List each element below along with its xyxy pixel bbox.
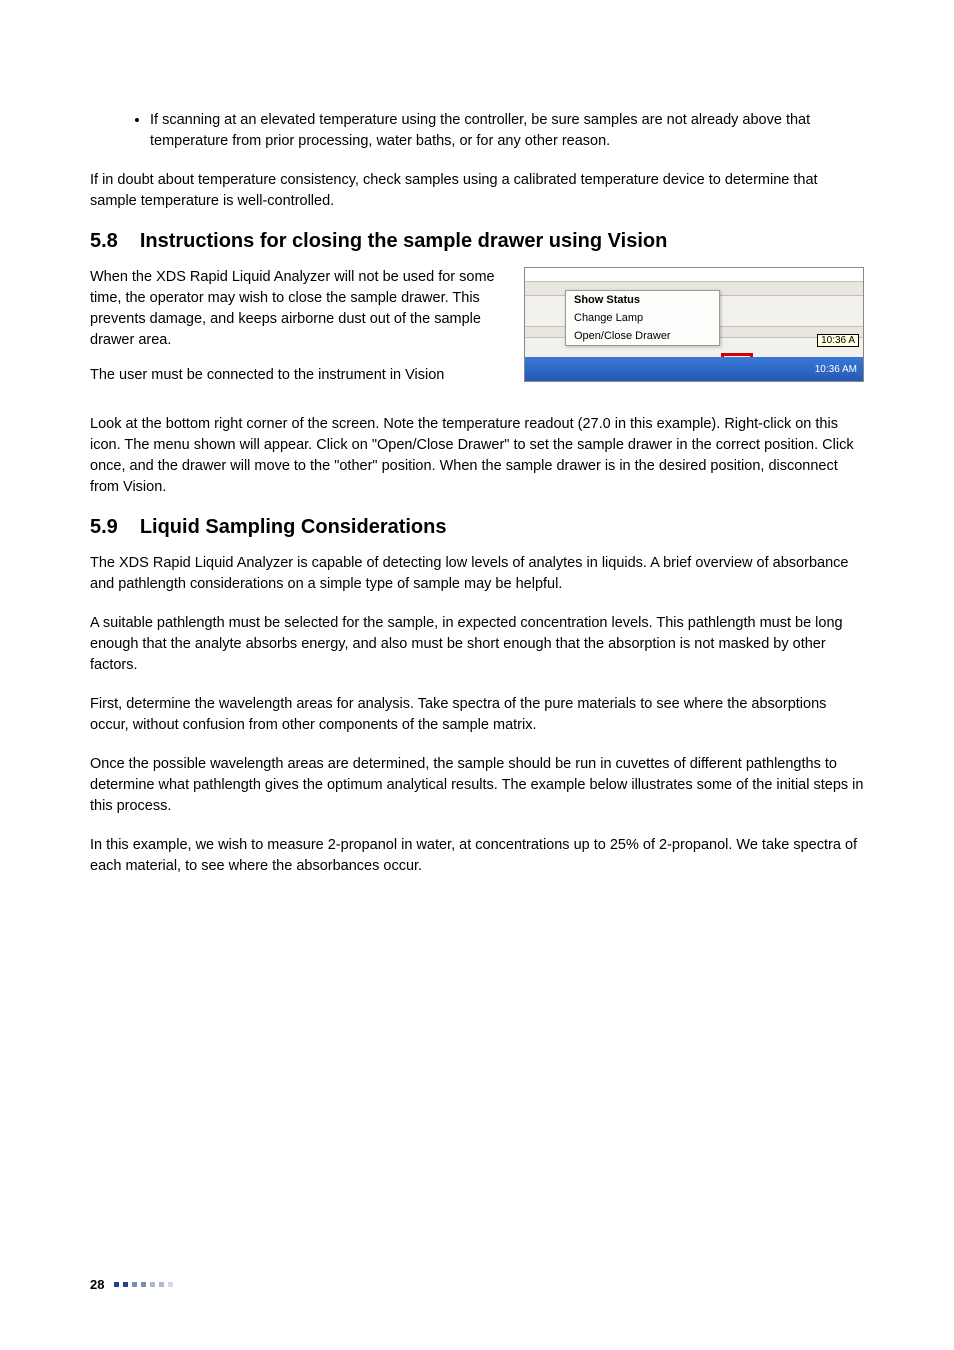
paragraph: In this example, we wish to measure 2-pr…: [90, 835, 864, 877]
taskbar-clock: 10:36 AM: [815, 364, 857, 375]
page-footer: 28: [90, 1277, 173, 1292]
paragraph: Once the possible wavelength areas are d…: [90, 754, 864, 817]
paragraph: If in doubt about temperature consistenc…: [90, 170, 864, 212]
bullet-item: If scanning at an elevated temperature u…: [150, 110, 864, 152]
heading-title: Liquid Sampling Considerations: [140, 516, 864, 539]
footer-dots: [114, 1282, 173, 1287]
dot-icon: [114, 1282, 119, 1287]
paragraph: The user must be connected to the instru…: [90, 365, 500, 386]
taskbar: 10:36 AM: [525, 357, 863, 381]
dot-icon: [132, 1282, 137, 1287]
window-edge: [525, 268, 863, 282]
dot-icon: [123, 1282, 128, 1287]
paragraph: Look at the bottom right corner of the s…: [90, 414, 864, 498]
tooltip: 10:36 A: [817, 334, 859, 347]
heading-number: 5.9: [90, 516, 118, 539]
menu-item-change-lamp[interactable]: Change Lamp: [566, 309, 719, 327]
heading-5-9: 5.9 Liquid Sampling Considerations: [90, 516, 864, 539]
paragraph: A suitable pathlength must be selected f…: [90, 613, 864, 676]
dot-icon: [168, 1282, 173, 1287]
paragraph: First, determine the wavelength areas fo…: [90, 694, 864, 736]
dot-icon: [141, 1282, 146, 1287]
bullet-list: If scanning at an elevated temperature u…: [90, 110, 864, 152]
menu-item-show-status[interactable]: Show Status: [566, 291, 719, 309]
embedded-screenshot: Show Status Change Lamp Open/Close Drawe…: [524, 267, 864, 382]
paragraph: The XDS Rapid Liquid Analyzer is capable…: [90, 553, 864, 595]
page-number: 28: [90, 1277, 104, 1292]
heading-5-8: 5.8 Instructions for closing the sample …: [90, 230, 864, 253]
dot-icon: [159, 1282, 164, 1287]
dot-icon: [150, 1282, 155, 1287]
context-menu[interactable]: Show Status Change Lamp Open/Close Drawe…: [565, 290, 720, 346]
menu-item-open-close-drawer[interactable]: Open/Close Drawer: [566, 327, 719, 345]
heading-title: Instructions for closing the sample draw…: [140, 230, 864, 253]
paragraph: When the XDS Rapid Liquid Analyzer will …: [90, 267, 500, 351]
heading-number: 5.8: [90, 230, 118, 253]
